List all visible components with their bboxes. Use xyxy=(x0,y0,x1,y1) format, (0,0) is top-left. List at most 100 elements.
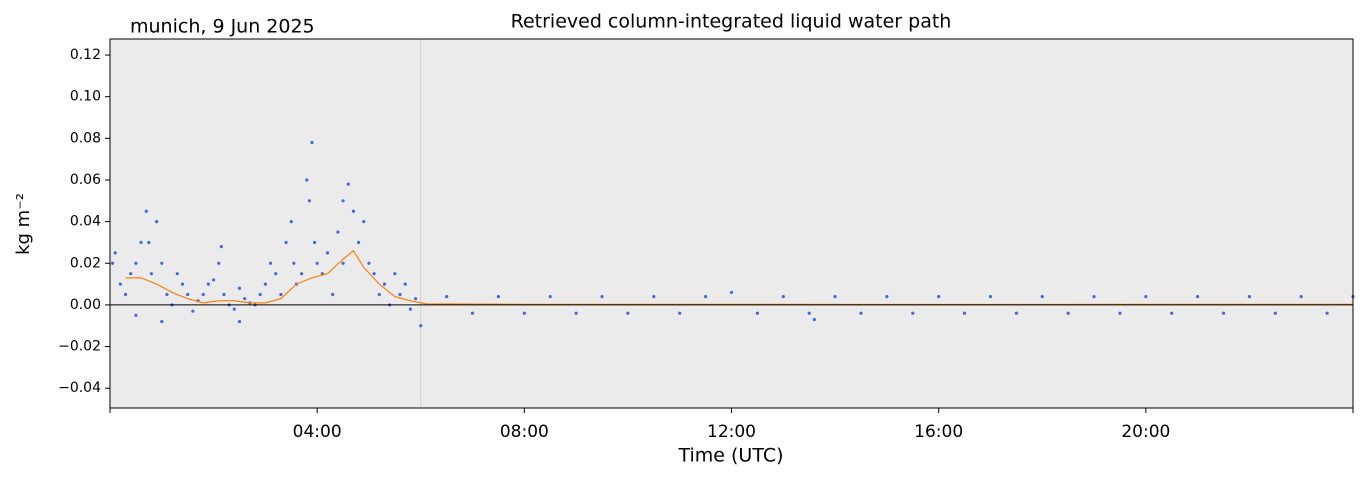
point xyxy=(729,290,734,295)
point xyxy=(413,297,418,301)
point xyxy=(211,278,216,282)
point xyxy=(1118,311,1122,315)
point xyxy=(341,199,345,203)
x-tick-label: 16:00 xyxy=(914,422,963,442)
point xyxy=(118,282,122,286)
data-layer xyxy=(110,140,1355,328)
point xyxy=(812,317,816,322)
point xyxy=(149,272,154,276)
x-tick-label: 04:00 xyxy=(293,422,342,442)
plot-background xyxy=(110,39,1353,408)
point xyxy=(1144,294,1148,299)
point xyxy=(144,209,148,213)
point xyxy=(232,307,236,311)
point xyxy=(652,294,656,299)
y-tick-label: −0.04 xyxy=(58,380,101,396)
x-axis-label: Time (UTC) xyxy=(677,445,783,467)
point xyxy=(962,311,967,315)
point xyxy=(1247,294,1252,299)
point xyxy=(186,292,190,297)
point xyxy=(574,311,578,315)
y-tick-label: 0.08 xyxy=(70,130,101,146)
point xyxy=(305,178,309,182)
point xyxy=(393,272,397,276)
point xyxy=(377,292,381,297)
point xyxy=(292,261,296,265)
y-tick-label: 0.12 xyxy=(70,47,101,63)
point xyxy=(217,261,221,265)
point xyxy=(1196,294,1200,299)
point xyxy=(626,311,630,315)
point xyxy=(336,230,340,234)
point xyxy=(110,261,115,265)
chart-title: Retrieved column-integrated liquid water… xyxy=(511,11,952,33)
point xyxy=(279,292,283,297)
point xyxy=(1066,311,1070,315)
point xyxy=(134,261,138,265)
point xyxy=(678,311,682,315)
point xyxy=(1325,311,1329,315)
y-tick-label: 0.10 xyxy=(70,89,101,105)
point xyxy=(885,294,889,299)
point xyxy=(522,311,526,315)
point xyxy=(175,272,179,276)
point xyxy=(1299,294,1303,299)
point xyxy=(937,294,941,299)
point xyxy=(988,294,993,299)
point xyxy=(341,261,345,265)
y-tick-label: 0.06 xyxy=(70,172,101,188)
plot-frame xyxy=(109,38,1354,409)
point xyxy=(1014,311,1018,315)
point xyxy=(331,292,335,297)
point xyxy=(263,282,267,286)
point xyxy=(408,307,412,311)
point xyxy=(325,251,330,255)
point xyxy=(289,220,293,224)
point xyxy=(113,251,117,255)
point xyxy=(357,240,361,245)
point xyxy=(284,240,288,245)
point xyxy=(201,292,205,297)
point xyxy=(1170,311,1174,315)
y-tick-label: 0.04 xyxy=(70,214,101,230)
point xyxy=(310,140,314,145)
running-mean-line xyxy=(125,249,1353,306)
x-tick-label: 08:00 xyxy=(500,422,549,442)
point xyxy=(1273,311,1277,315)
point xyxy=(755,311,759,315)
y-tick-label: −0.02 xyxy=(58,339,101,355)
point xyxy=(206,282,211,286)
point xyxy=(139,240,143,245)
point xyxy=(470,311,475,315)
point xyxy=(859,311,863,315)
point xyxy=(1221,311,1226,315)
point xyxy=(362,220,366,224)
y-axis-label: kg m⁻² xyxy=(13,193,34,255)
point xyxy=(147,240,151,245)
point xyxy=(346,182,350,186)
point xyxy=(367,261,371,265)
point xyxy=(222,292,226,297)
point xyxy=(807,311,811,315)
point xyxy=(419,324,423,328)
point xyxy=(382,282,387,286)
point xyxy=(315,261,319,265)
x-tick-label: 12:00 xyxy=(707,422,756,442)
point xyxy=(1092,294,1096,299)
point xyxy=(1040,294,1044,299)
point xyxy=(911,311,915,315)
annotation: munich, 9 Jun 2025 xyxy=(130,16,315,38)
point xyxy=(600,294,604,299)
point xyxy=(123,292,128,297)
point xyxy=(268,261,273,265)
point xyxy=(160,261,164,265)
point xyxy=(351,209,356,213)
point xyxy=(300,272,304,276)
point xyxy=(258,292,262,297)
y-tick-label: 0.00 xyxy=(70,297,101,313)
point xyxy=(548,294,552,299)
point xyxy=(372,272,376,276)
point xyxy=(155,220,159,224)
point xyxy=(312,240,317,245)
